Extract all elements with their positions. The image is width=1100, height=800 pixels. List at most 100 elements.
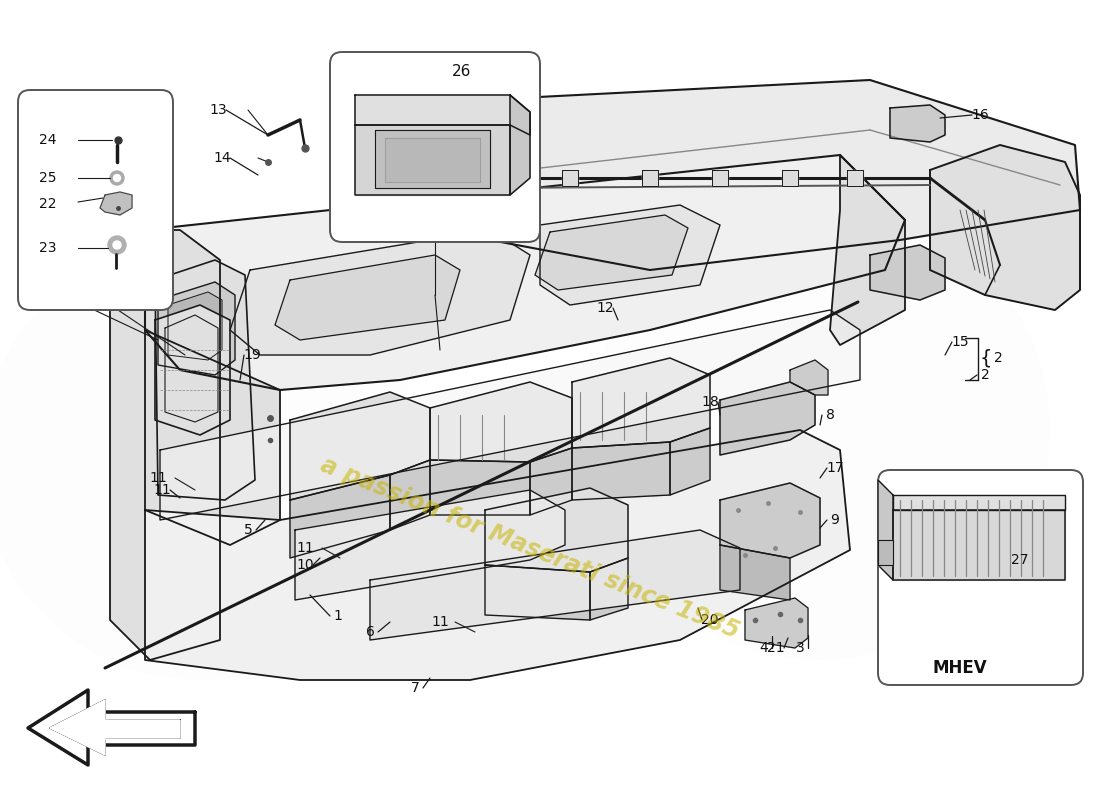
Text: 11: 11 xyxy=(150,471,167,485)
Text: 14: 14 xyxy=(213,151,231,165)
Polygon shape xyxy=(295,490,565,600)
Text: 8: 8 xyxy=(826,408,835,422)
Polygon shape xyxy=(355,125,510,195)
Text: 11: 11 xyxy=(431,615,449,629)
Polygon shape xyxy=(290,392,430,500)
Polygon shape xyxy=(50,700,180,755)
Polygon shape xyxy=(782,170,797,186)
Text: 13: 13 xyxy=(209,103,227,117)
Polygon shape xyxy=(930,145,1080,310)
Polygon shape xyxy=(893,495,1065,510)
Text: 15: 15 xyxy=(952,335,969,349)
Text: MHEV: MHEV xyxy=(933,659,988,677)
Polygon shape xyxy=(720,382,815,455)
Polygon shape xyxy=(720,545,790,600)
Polygon shape xyxy=(355,95,530,135)
Polygon shape xyxy=(145,155,905,390)
Polygon shape xyxy=(830,155,905,345)
Text: 11: 11 xyxy=(296,541,314,555)
Text: 10: 10 xyxy=(296,558,314,572)
Text: 25: 25 xyxy=(40,171,57,185)
Polygon shape xyxy=(385,138,480,182)
Text: 26: 26 xyxy=(452,65,472,79)
Polygon shape xyxy=(485,565,590,620)
Text: 21: 21 xyxy=(767,641,784,655)
Text: 12: 12 xyxy=(596,301,614,315)
FancyBboxPatch shape xyxy=(18,90,173,310)
Polygon shape xyxy=(890,105,945,142)
Polygon shape xyxy=(168,292,222,360)
Text: 2: 2 xyxy=(980,368,989,382)
Circle shape xyxy=(590,200,1050,660)
Polygon shape xyxy=(540,205,720,305)
Polygon shape xyxy=(878,540,893,565)
Polygon shape xyxy=(110,230,220,660)
FancyBboxPatch shape xyxy=(330,52,540,242)
Text: 7: 7 xyxy=(410,681,419,695)
Polygon shape xyxy=(790,360,828,395)
Polygon shape xyxy=(720,483,820,558)
Text: 27: 27 xyxy=(1011,553,1028,567)
Text: 22: 22 xyxy=(40,197,57,211)
Polygon shape xyxy=(145,330,280,545)
Polygon shape xyxy=(712,170,728,186)
Polygon shape xyxy=(145,430,850,680)
Polygon shape xyxy=(590,558,628,620)
Polygon shape xyxy=(390,460,430,530)
Text: 20: 20 xyxy=(702,613,718,627)
Text: 2: 2 xyxy=(993,351,1002,365)
Polygon shape xyxy=(485,488,628,572)
Text: 5: 5 xyxy=(243,523,252,537)
Polygon shape xyxy=(375,130,490,188)
Circle shape xyxy=(0,240,420,680)
Polygon shape xyxy=(510,95,530,195)
Circle shape xyxy=(113,241,121,249)
Polygon shape xyxy=(847,170,864,186)
Polygon shape xyxy=(430,382,572,462)
Polygon shape xyxy=(572,358,710,448)
FancyBboxPatch shape xyxy=(878,470,1084,685)
Text: 17: 17 xyxy=(826,461,844,475)
Polygon shape xyxy=(155,260,255,500)
Polygon shape xyxy=(155,305,230,435)
Polygon shape xyxy=(160,310,860,520)
Polygon shape xyxy=(870,245,945,300)
Polygon shape xyxy=(158,282,235,375)
Text: 19: 19 xyxy=(243,348,261,362)
Text: 16: 16 xyxy=(971,108,989,122)
Polygon shape xyxy=(100,192,132,215)
Polygon shape xyxy=(572,442,670,500)
Text: 1: 1 xyxy=(333,609,342,623)
Polygon shape xyxy=(642,170,658,186)
Polygon shape xyxy=(165,315,218,422)
Text: 23: 23 xyxy=(40,241,57,255)
Text: 4: 4 xyxy=(760,641,769,655)
Polygon shape xyxy=(745,598,808,648)
Circle shape xyxy=(108,236,126,254)
Polygon shape xyxy=(290,475,390,558)
Polygon shape xyxy=(530,448,572,515)
Text: 11: 11 xyxy=(153,483,170,497)
Polygon shape xyxy=(230,230,530,355)
Polygon shape xyxy=(460,80,1080,270)
Text: {: { xyxy=(980,349,992,367)
Text: 24: 24 xyxy=(40,133,57,147)
Circle shape xyxy=(113,174,121,182)
Text: 6: 6 xyxy=(365,625,374,639)
Polygon shape xyxy=(28,690,195,765)
Polygon shape xyxy=(535,215,688,290)
Polygon shape xyxy=(275,255,460,340)
Polygon shape xyxy=(50,700,180,755)
Text: 3: 3 xyxy=(795,641,804,655)
Polygon shape xyxy=(28,690,195,765)
Polygon shape xyxy=(893,510,1065,580)
Text: 9: 9 xyxy=(830,513,839,527)
Polygon shape xyxy=(670,428,710,495)
Polygon shape xyxy=(430,460,530,515)
Circle shape xyxy=(110,171,124,185)
Text: a passion for Maserati since 1985: a passion for Maserati since 1985 xyxy=(317,453,742,643)
Text: 18: 18 xyxy=(701,395,719,409)
Polygon shape xyxy=(562,170,578,186)
Polygon shape xyxy=(370,530,740,640)
Polygon shape xyxy=(878,480,893,580)
